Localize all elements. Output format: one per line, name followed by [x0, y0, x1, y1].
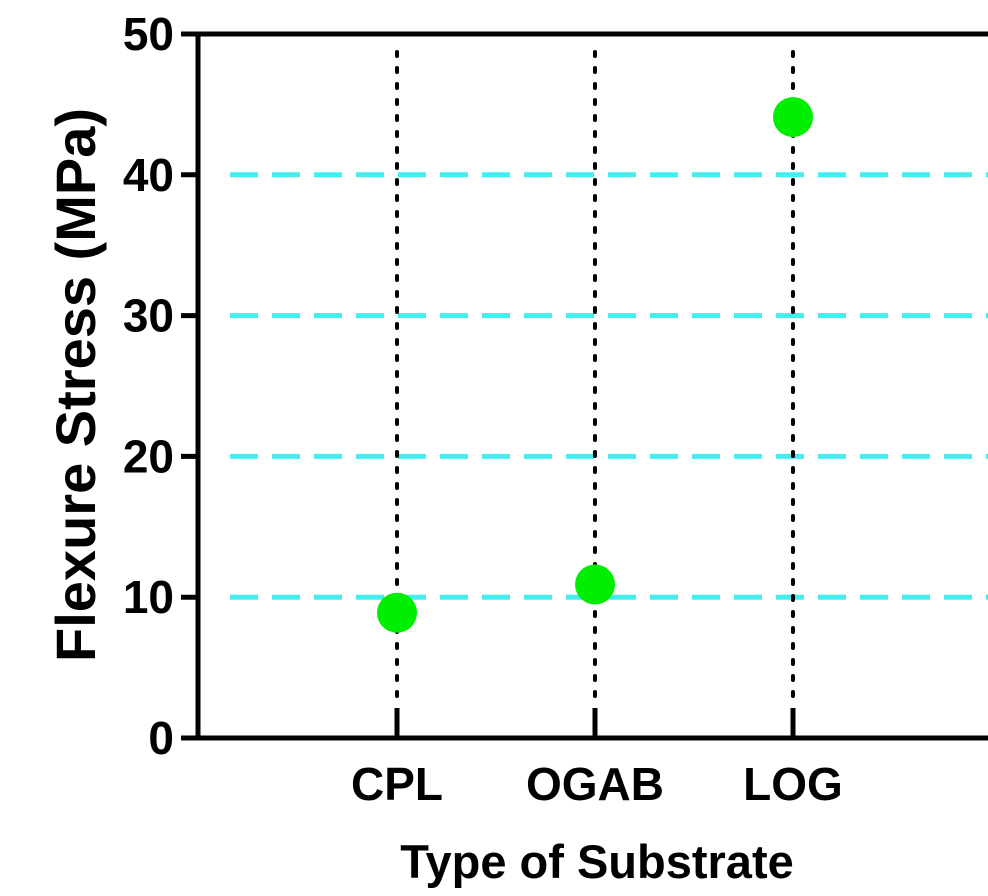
x-axis-title: Type of Substrate: [400, 835, 793, 888]
data-point: [575, 564, 615, 605]
x-ticks: CPL OGAB LOG: [351, 708, 843, 810]
data-point: [773, 97, 813, 138]
y-ticks: 0 10 20 30 40 50: [123, 8, 198, 764]
x-tick-label: LOG: [743, 758, 843, 810]
y-tick-label: 0: [148, 712, 174, 764]
y-tick-label: 50: [123, 8, 174, 60]
y-tick-label: 30: [123, 290, 174, 342]
x-tick-label: OGAB: [526, 758, 664, 810]
x-tick-label: CPL: [351, 758, 443, 810]
data-points: [377, 97, 813, 633]
horizontal-gridlines: [230, 172, 988, 600]
category-guide-lines: [395, 50, 795, 702]
y-tick-label: 10: [123, 571, 174, 623]
data-point: [377, 592, 417, 633]
axes: [195, 31, 988, 741]
y-tick-label: 20: [123, 430, 174, 482]
y-tick-label: 40: [123, 149, 174, 201]
y-axis-title: Flexure Stress (MPa): [44, 108, 107, 662]
